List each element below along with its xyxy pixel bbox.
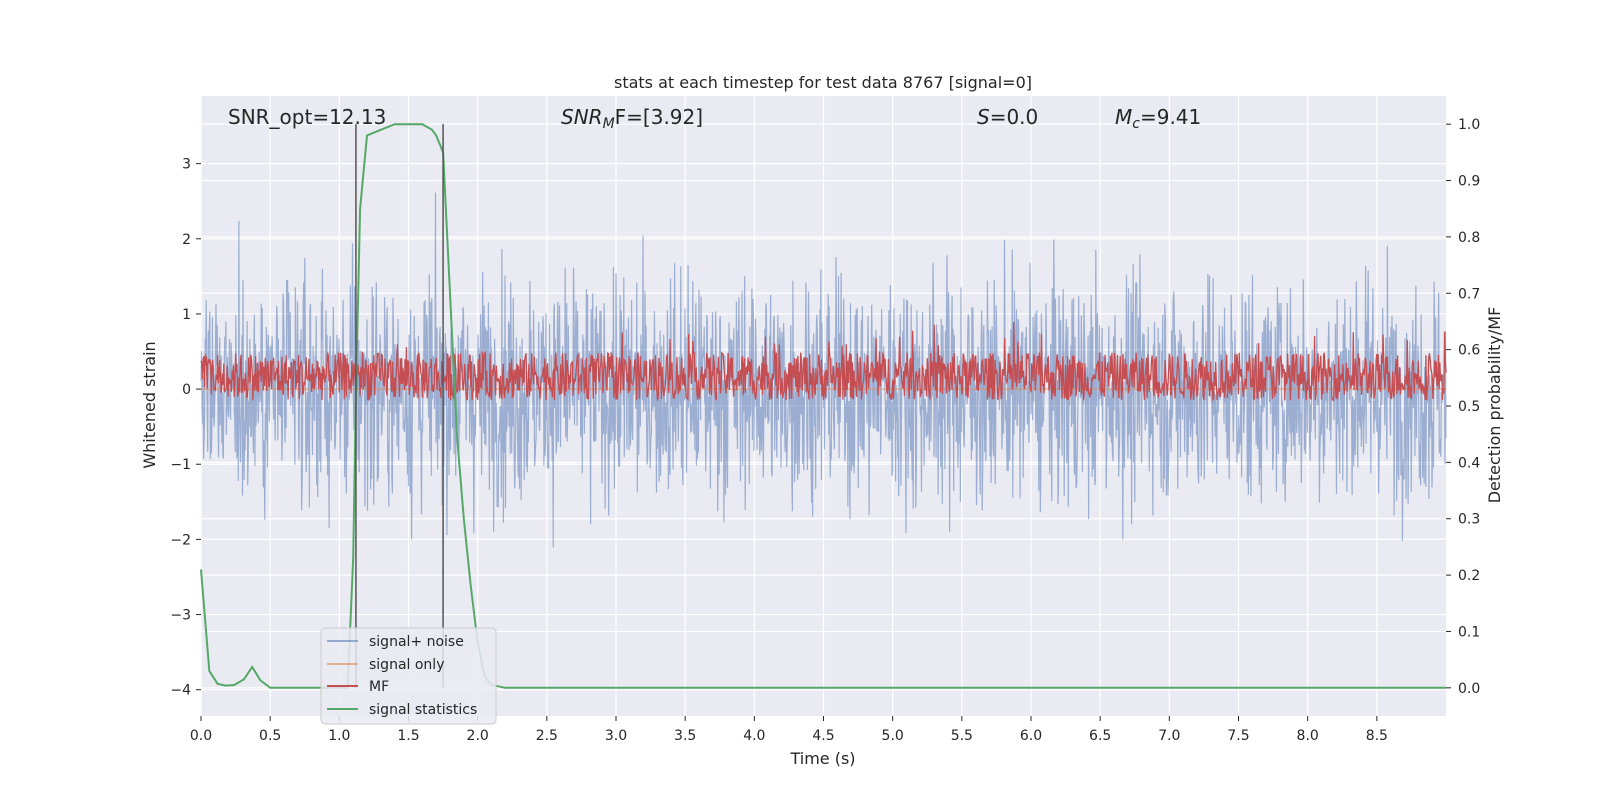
x-tick-label: 7.0 xyxy=(1158,728,1180,744)
y-tick-label-left: 0 xyxy=(182,382,191,398)
annotation-mc-sub: c xyxy=(1132,116,1140,132)
x-tick-label: 3.0 xyxy=(605,728,627,744)
x-tick-label: 7.5 xyxy=(1227,728,1249,744)
x-tick-label: 2.5 xyxy=(536,728,558,744)
mf-line xyxy=(200,321,1447,402)
x-tick-label: 1.0 xyxy=(328,728,350,744)
annotation-mc: Mc=9.41 xyxy=(1115,105,1201,132)
annotation-snr-opt: SNR_opt=12.13 xyxy=(228,105,386,129)
y-ticks-right: 1.0 0.9 0.8 0.7 0.6 0.5 0.4 0.3 0.2 0.1 0.0 xyxy=(1446,117,1480,697)
x-tick-label: 1.5 xyxy=(397,728,419,744)
signal-statistics-line xyxy=(200,123,1446,689)
x-tick-label: 8.0 xyxy=(1297,728,1319,744)
annotation-mc-value: =9.41 xyxy=(1140,105,1201,129)
x-tick-label: 8.5 xyxy=(1366,728,1388,744)
y-tick-label-right: 0.4 xyxy=(1458,455,1480,471)
x-tick-label: 0.5 xyxy=(259,728,281,744)
legend-label-signal-statistics: signal statistics xyxy=(369,702,477,718)
annotation-s: S=0.0 xyxy=(977,105,1038,129)
y-tick-label-right: 0.2 xyxy=(1458,568,1480,584)
x-ticks: 0.0 0.5 1.0 1.5 2.0 2.5 3.0 3.5 4.0 4.5 5.0 5.5 6.0 6… xyxy=(190,716,1388,744)
y-tick-label-right: 0.5 xyxy=(1458,399,1480,415)
annotation-snr-mf-prefix: SNR xyxy=(561,105,603,129)
y-axis-label-left: Whitened strain xyxy=(140,341,159,468)
y-tick-label-right: 0.8 xyxy=(1458,230,1480,246)
x-tick-label: 6.0 xyxy=(1020,728,1042,744)
x-tick-label: 3.5 xyxy=(674,728,696,744)
y-tick-label-left: 2 xyxy=(182,232,191,248)
chart-title: stats at each timestep for test data 876… xyxy=(614,73,1032,92)
x-tick-label: 5.5 xyxy=(951,728,973,744)
annotation-s-prefix: S xyxy=(977,105,990,129)
legend: signal+ noise signal only MF signal stat… xyxy=(320,627,497,725)
annotation-mc-prefix: M xyxy=(1115,105,1132,129)
annotation-snr-mf: SNRMF=[3.92] xyxy=(561,105,703,132)
x-tick-label: 2.0 xyxy=(467,728,489,744)
y-ticks-left: 3 2 1 0 −1 −2 −3 −4 xyxy=(170,157,201,699)
signal-statistics-series xyxy=(200,123,1446,689)
annotation-snr-mf-sub: M xyxy=(603,116,615,132)
vertical-markers xyxy=(355,124,444,688)
legend-label-mf: MF xyxy=(369,679,389,695)
mf-series xyxy=(200,321,1447,402)
y-tick-label-left: 1 xyxy=(182,307,191,323)
y-tick-label-left: −3 xyxy=(170,608,191,624)
y-tick-label-left: −4 xyxy=(170,683,191,699)
x-tick-label: 5.0 xyxy=(882,728,904,744)
legend-label-signal-only: signal only xyxy=(369,657,444,673)
signal-noise-series xyxy=(200,192,1447,548)
y-tick-label-right: 0.6 xyxy=(1458,343,1480,359)
y-tick-label-right: 0.1 xyxy=(1458,624,1480,640)
x-axis-label: Time (s) xyxy=(789,749,855,768)
annotation-snr-mf-suffix: F=[3.92] xyxy=(615,105,703,129)
legend-box xyxy=(320,627,497,725)
x-tick-label: 6.5 xyxy=(1089,728,1111,744)
y-tick-label-right: 0.9 xyxy=(1458,174,1480,190)
legend-label-signal-noise: signal+ noise xyxy=(369,634,464,650)
x-tick-label: 0.0 xyxy=(190,728,212,744)
x-tick-label: 4.5 xyxy=(812,728,834,744)
annotation-s-value: =0.0 xyxy=(990,105,1039,129)
y-tick-label-right: 1.0 xyxy=(1458,117,1480,133)
y-axis-label-right: Detection probability/MF xyxy=(1485,307,1504,504)
y-tick-label-right: 0.0 xyxy=(1458,681,1480,697)
y-tick-label-left: −2 xyxy=(170,532,191,548)
y-tick-label-left: −1 xyxy=(170,457,191,473)
y-tick-label-left: 3 xyxy=(182,157,191,173)
y-tick-label-right: 0.7 xyxy=(1458,286,1480,302)
signal-noise-line xyxy=(200,192,1447,548)
y-tick-label-right: 0.3 xyxy=(1458,512,1480,528)
x-tick-label: 4.0 xyxy=(743,728,765,744)
